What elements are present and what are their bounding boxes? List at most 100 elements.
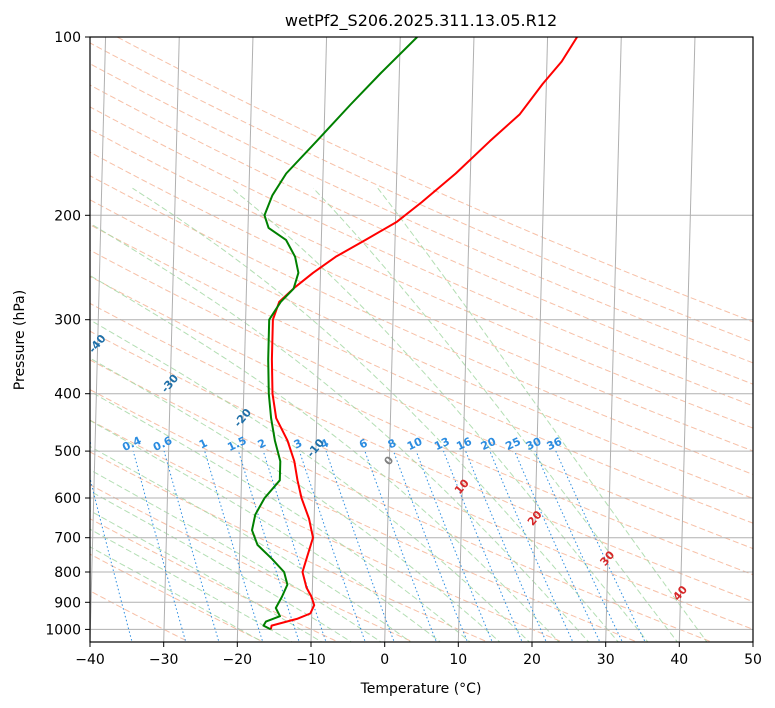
y-tick-label: 600 bbox=[54, 491, 81, 507]
grid-layer bbox=[36, 37, 753, 644]
mixing-ratio-line bbox=[393, 450, 469, 642]
x-tick-label: −30 bbox=[149, 652, 179, 668]
isotherm bbox=[90, 37, 107, 642]
mixing-ratio-line bbox=[90, 475, 133, 642]
moist-adiabat bbox=[90, 445, 412, 642]
y-tick-label: 700 bbox=[54, 531, 81, 547]
data-layer bbox=[251, 37, 578, 631]
mixing-ratio-line bbox=[465, 450, 547, 642]
dry-adiabat bbox=[90, 553, 265, 642]
mixing-ratio-line bbox=[163, 450, 220, 642]
dry-adiabat bbox=[90, 359, 714, 642]
mixing-ratio-label: 30 bbox=[524, 435, 544, 453]
isotherm bbox=[752, 622, 753, 642]
isotherm bbox=[163, 37, 180, 642]
isotherm-label: 40 bbox=[670, 583, 690, 603]
x-tick-label: 20 bbox=[523, 652, 541, 668]
y-tick-label: 100 bbox=[54, 30, 81, 46]
isotherm bbox=[236, 37, 254, 642]
x-tick-label: 10 bbox=[449, 652, 467, 668]
moist-adiabat bbox=[90, 510, 323, 642]
mixing-ratio-line bbox=[204, 450, 264, 642]
chart-title: wetPf2_S206.2025.311.13.05.R12 bbox=[285, 11, 557, 31]
y-axis-title: Pressure (hPa) bbox=[12, 290, 28, 390]
isotherm-label: 30 bbox=[598, 548, 618, 568]
mixing-ratio-label: 6 bbox=[357, 436, 370, 451]
x-tick-label: −20 bbox=[223, 652, 253, 668]
dry-adiabat bbox=[90, 484, 415, 642]
y-tick-label: 1000 bbox=[45, 622, 81, 638]
mixing-ratio-label: 2 bbox=[256, 436, 268, 451]
moist-adiabat bbox=[90, 319, 531, 642]
dry-adiabat bbox=[90, 451, 489, 642]
moist-adiabat bbox=[377, 187, 708, 642]
isotherm-label: -30 bbox=[159, 372, 182, 396]
mixing-ratio-label: 16 bbox=[454, 435, 474, 453]
dry-adiabat bbox=[90, 419, 564, 642]
isotherm-label: -40 bbox=[86, 332, 109, 356]
mixing-ratio-label: 10 bbox=[405, 435, 425, 453]
mixing-ratio-line bbox=[489, 450, 574, 642]
x-tick-label: 50 bbox=[744, 652, 762, 668]
y-tick-label: 800 bbox=[54, 565, 81, 581]
mixing-ratio-line bbox=[555, 450, 646, 642]
dry-adiabat bbox=[90, 84, 753, 385]
mixing-ratio-line bbox=[299, 450, 366, 642]
mixing-ratio-line bbox=[325, 450, 395, 642]
mixing-ratio-line bbox=[514, 450, 601, 642]
isotherm bbox=[310, 37, 328, 642]
mixing-ratio-label: 13 bbox=[432, 435, 451, 453]
isotherm bbox=[678, 37, 696, 642]
y-tick-label: 900 bbox=[54, 595, 81, 611]
mixing-ratio-label: 1 bbox=[197, 436, 209, 451]
temperature-line bbox=[269, 37, 578, 630]
moist-adiabat bbox=[312, 187, 679, 642]
mixing-ratio-label: 3 bbox=[292, 436, 304, 451]
x-tick-label: 0 bbox=[380, 652, 389, 668]
y-tick-label: 400 bbox=[54, 387, 81, 403]
mixing-ratio-line bbox=[415, 450, 493, 642]
mixing-ratio-line bbox=[364, 450, 437, 642]
dry-adiabat bbox=[90, 175, 753, 475]
x-axis: −40 −30 −20 −10 0 10 20 30 40 50 bbox=[75, 642, 762, 668]
moist-adiabat bbox=[90, 490, 353, 642]
x-tick-label: −40 bbox=[75, 652, 105, 668]
dry-adiabat bbox=[90, 151, 753, 452]
mixing-ratio-line bbox=[132, 450, 187, 642]
dry-adiabat bbox=[90, 63, 753, 364]
mixing-ratio-line bbox=[534, 450, 623, 642]
isotherm-label: -20 bbox=[231, 406, 254, 430]
x-axis-title: Temperature (°C) bbox=[360, 681, 482, 697]
y-axis: 100 200 300 400 500 600 700 800 900 1000 bbox=[45, 30, 90, 638]
isotherm bbox=[531, 37, 549, 642]
x-tick-label: −10 bbox=[296, 652, 326, 668]
mixing-ratio-label: 0.2 bbox=[70, 434, 93, 454]
dry-adiabat bbox=[90, 249, 753, 550]
grid-labels: 0.10.20.40.611.52346810131620253036-100-… bbox=[23, 332, 690, 603]
dewpoint-line bbox=[251, 37, 418, 631]
isotherm bbox=[457, 37, 475, 642]
isotherm bbox=[384, 37, 401, 642]
mixing-ratio-label: 25 bbox=[503, 435, 522, 453]
moist-adiabat bbox=[231, 187, 649, 642]
moist-adiabat bbox=[132, 187, 619, 642]
y-tick-label: 300 bbox=[54, 313, 81, 329]
dry-adiabat bbox=[90, 199, 753, 499]
moist-adiabat bbox=[90, 528, 294, 642]
x-tick-label: 30 bbox=[597, 652, 615, 668]
dry-adiabat bbox=[90, 275, 753, 576]
y-tick-label: 500 bbox=[54, 444, 81, 460]
dry-adiabat bbox=[90, 302, 753, 603]
x-tick-label: 40 bbox=[670, 652, 688, 668]
isotherm bbox=[605, 37, 622, 642]
y-tick-label: 200 bbox=[54, 208, 81, 224]
moist-adiabat bbox=[90, 222, 590, 642]
dry-adiabat bbox=[116, 37, 753, 323]
plot-frame bbox=[89, 36, 754, 643]
mixing-ratio-line bbox=[262, 450, 327, 642]
moist-adiabat bbox=[90, 419, 442, 642]
mixing-ratio-label: 0.1 bbox=[23, 434, 46, 454]
mixing-ratio-line bbox=[36, 451, 82, 644]
moist-adiabat bbox=[90, 274, 560, 642]
